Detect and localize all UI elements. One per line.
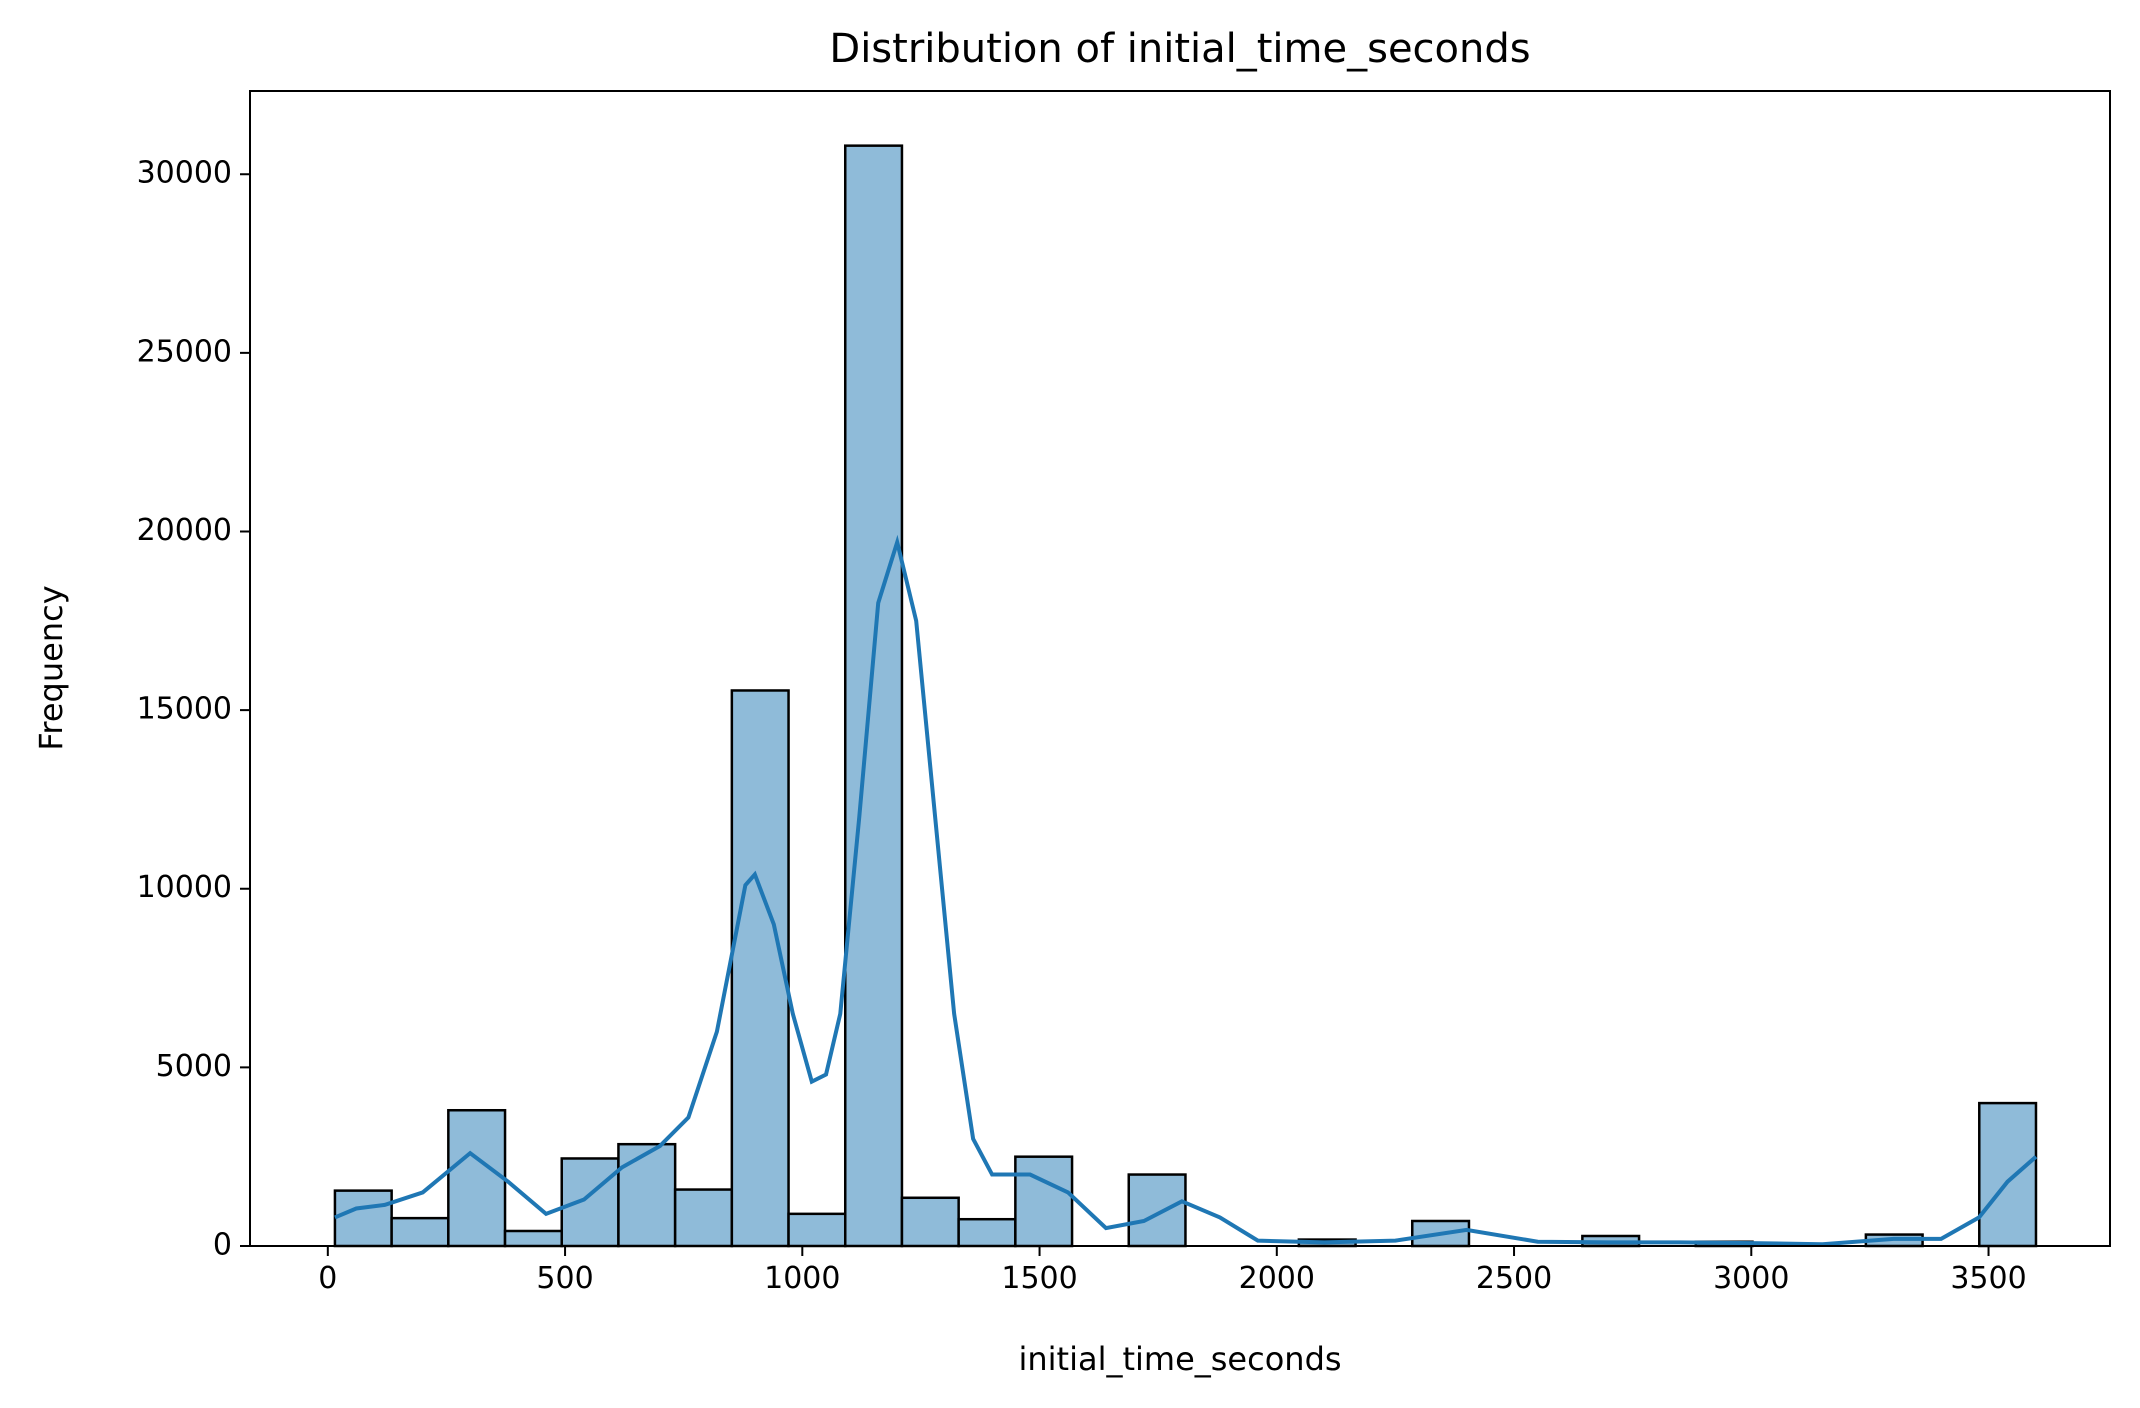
bar xyxy=(957,1217,1017,1248)
plot-frame xyxy=(249,90,2111,1247)
y-axis-label: Frequency xyxy=(32,585,70,750)
y-tick-label: 5000 xyxy=(156,1049,232,1084)
y-tick-label: 10000 xyxy=(137,870,232,905)
bar xyxy=(333,1189,393,1248)
x-axis-label: initial_time_seconds xyxy=(1018,1340,1341,1378)
x-tick-label: 0 xyxy=(318,1261,337,1296)
bar xyxy=(730,689,790,1248)
x-tick-label: 500 xyxy=(536,1261,593,1296)
y-tick-label: 25000 xyxy=(137,334,232,369)
bar xyxy=(787,1212,847,1248)
bar xyxy=(673,1188,734,1248)
bar xyxy=(390,1216,450,1248)
bar xyxy=(560,1157,620,1248)
x-tick-label: 2000 xyxy=(1239,1261,1315,1296)
bar xyxy=(843,144,904,1248)
y-tick-label: 20000 xyxy=(137,513,232,548)
bar xyxy=(900,1196,960,1248)
x-tick-label: 1000 xyxy=(764,1261,840,1296)
bar xyxy=(503,1229,563,1248)
bar xyxy=(1127,1173,1187,1248)
y-tick-label: 15000 xyxy=(137,692,232,727)
bar xyxy=(1978,1101,2038,1248)
x-tick-label: 2500 xyxy=(1476,1261,1552,1296)
y-tick-label: 0 xyxy=(213,1228,232,1263)
x-tick-label: 3000 xyxy=(1713,1261,1789,1296)
x-tick-label: 3500 xyxy=(1950,1261,2026,1296)
bar xyxy=(1014,1155,1074,1248)
chart-title: Distribution of initial_time_seconds xyxy=(829,26,1530,72)
x-tick-label: 1500 xyxy=(1001,1261,1077,1296)
y-tick-label: 30000 xyxy=(137,156,232,191)
kde-line xyxy=(334,534,2038,1247)
bar xyxy=(447,1108,507,1248)
bar xyxy=(617,1142,677,1248)
